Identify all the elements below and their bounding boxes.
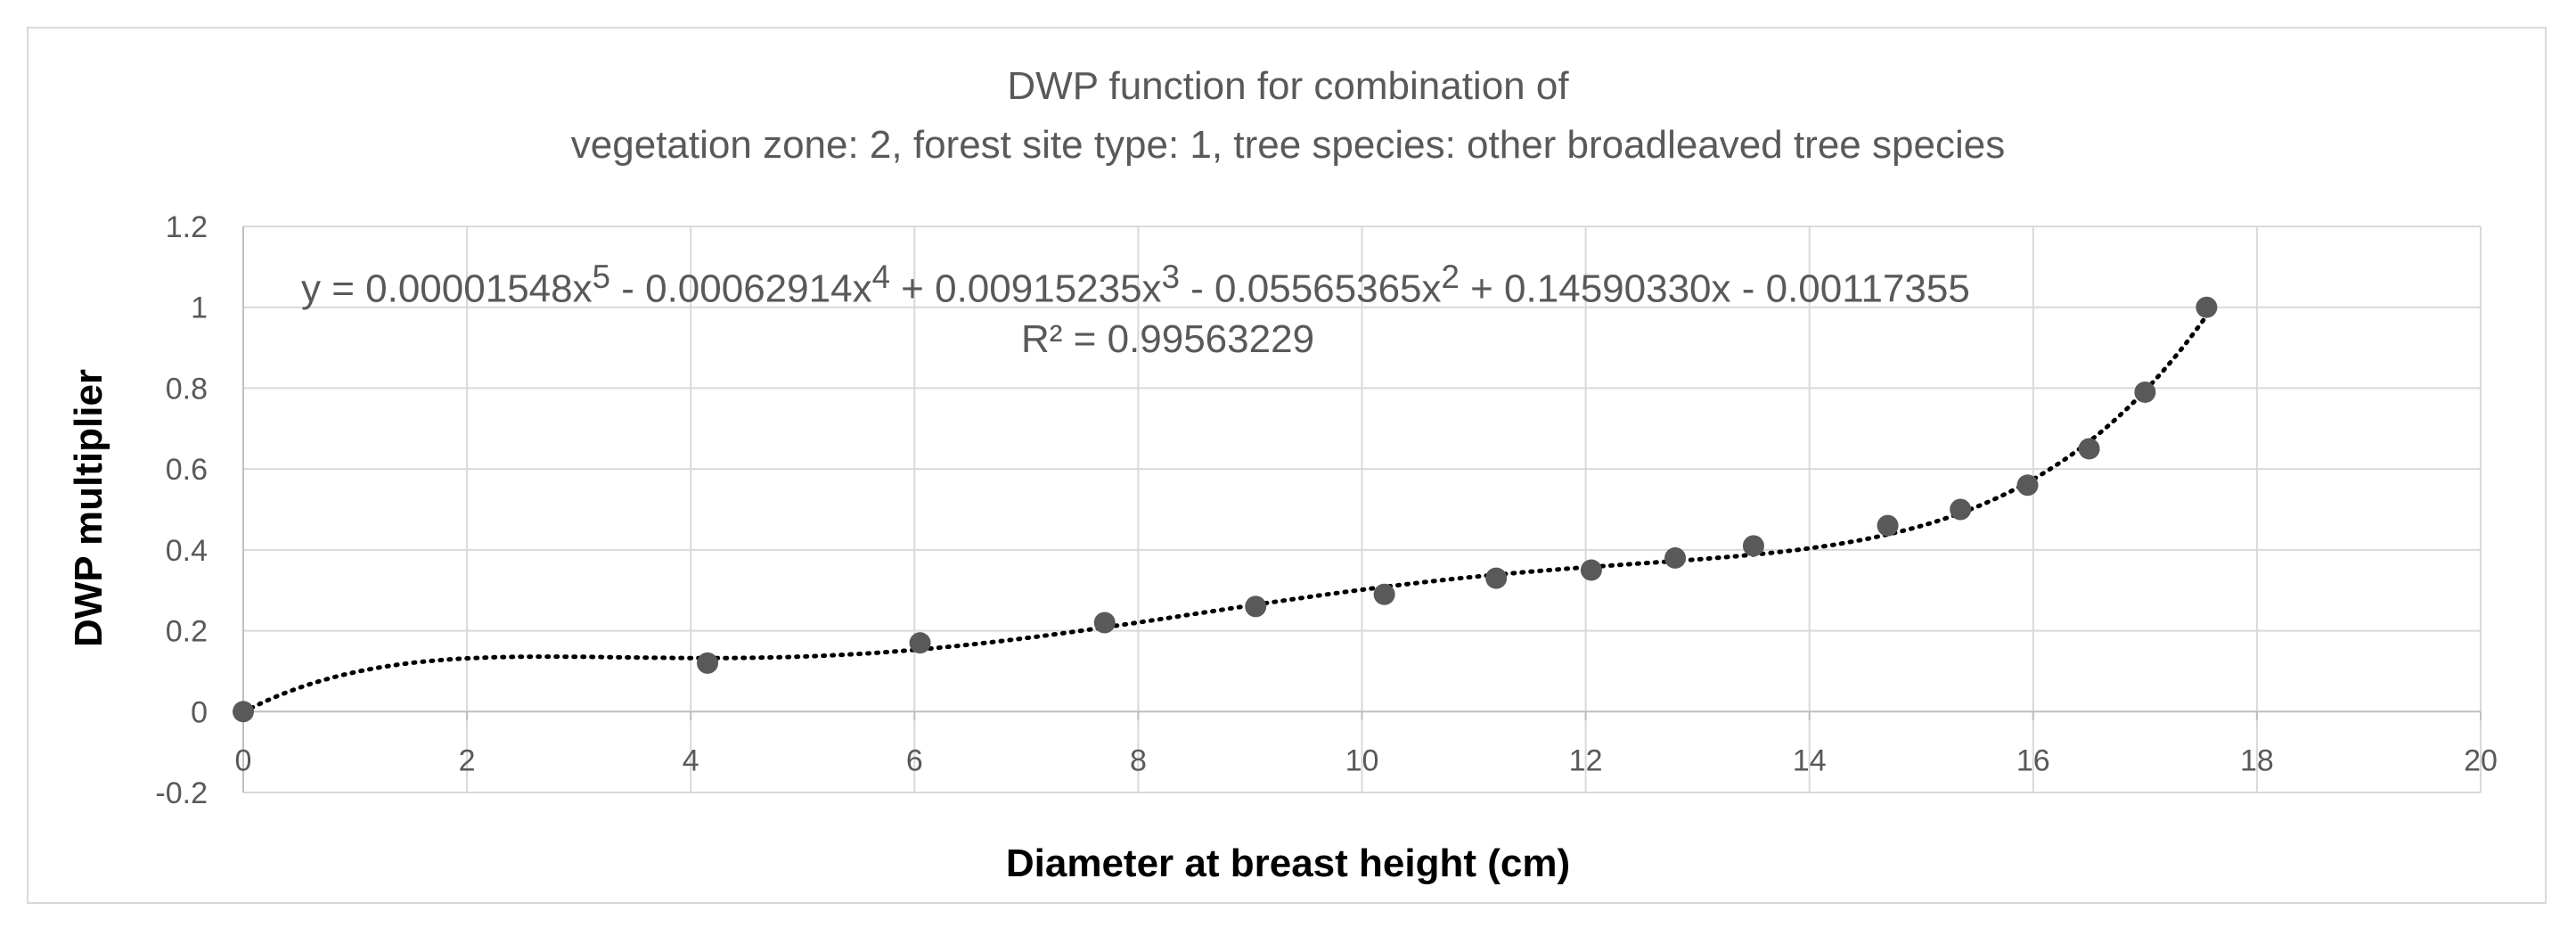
trendline bbox=[241, 313, 2209, 715]
x-tick-label: 16 bbox=[2016, 743, 2050, 777]
x-axis-title: Diameter at breast height (cm) bbox=[1005, 842, 1571, 885]
y-tick-label: 0.4 bbox=[166, 534, 208, 568]
data-point bbox=[2016, 474, 2039, 497]
x-tick-label: 0 bbox=[235, 743, 252, 777]
data-point bbox=[1093, 612, 1116, 634]
data-point bbox=[1245, 595, 1267, 618]
x-tick-label: 10 bbox=[1345, 743, 1379, 777]
x-tick-label: 18 bbox=[2240, 743, 2274, 777]
data-point bbox=[1580, 559, 1602, 581]
y-tick-label: 0.8 bbox=[166, 372, 208, 406]
y-tick-label: 0.2 bbox=[166, 615, 208, 649]
data-point bbox=[697, 652, 719, 674]
chart-title: DWP function for combination of bbox=[1007, 64, 1569, 108]
trendline-group bbox=[241, 313, 2209, 715]
data-point bbox=[1373, 583, 1395, 605]
x-tick-label: 2 bbox=[459, 743, 476, 777]
y-axis-title: DWP multiplier bbox=[67, 368, 110, 648]
x-tick-label: 4 bbox=[683, 743, 699, 777]
x-tick-label: 12 bbox=[1569, 743, 1603, 777]
data-point bbox=[1877, 514, 1899, 537]
axes bbox=[242, 226, 2482, 792]
chart-frame bbox=[27, 27, 2547, 904]
y-tick-label: 0.6 bbox=[166, 453, 208, 487]
chart-subtitle: vegetation zone: 2, forest site type: 1,… bbox=[570, 123, 2006, 167]
data-point bbox=[2078, 438, 2100, 460]
data-point bbox=[1950, 498, 1972, 521]
y-tick-label: 1.2 bbox=[166, 210, 208, 244]
x-tick-label: 14 bbox=[1793, 743, 1827, 777]
data-point bbox=[233, 701, 254, 723]
data-point bbox=[1742, 535, 1764, 557]
data-point bbox=[2196, 296, 2218, 318]
x-tick-label: 20 bbox=[2464, 743, 2498, 777]
r-squared-label: R² = 0.99563229 bbox=[1021, 317, 1315, 361]
y-tick-label: 0 bbox=[191, 695, 208, 729]
x-tick-label: 8 bbox=[1130, 743, 1147, 777]
trendline-equation: y = 0.00001548x5 - 0.00062914x4 + 0.0091… bbox=[301, 259, 1970, 311]
y-tick-label: -0.2 bbox=[155, 776, 208, 810]
data-point bbox=[1664, 546, 1687, 569]
data-point bbox=[1485, 567, 1508, 589]
data-point bbox=[2134, 381, 2156, 403]
tick-labels: -0.2 0 0.2 0.4 0.6 0.8 1 1.2 0 2 4 6 8 10 12 14 16 18 20 bbox=[155, 210, 2498, 810]
gridlines bbox=[243, 226, 2482, 793]
x-tick-label: 6 bbox=[906, 743, 923, 777]
y-tick-label: 1 bbox=[191, 291, 208, 325]
data-point bbox=[909, 632, 931, 654]
data-points bbox=[233, 296, 2218, 723]
